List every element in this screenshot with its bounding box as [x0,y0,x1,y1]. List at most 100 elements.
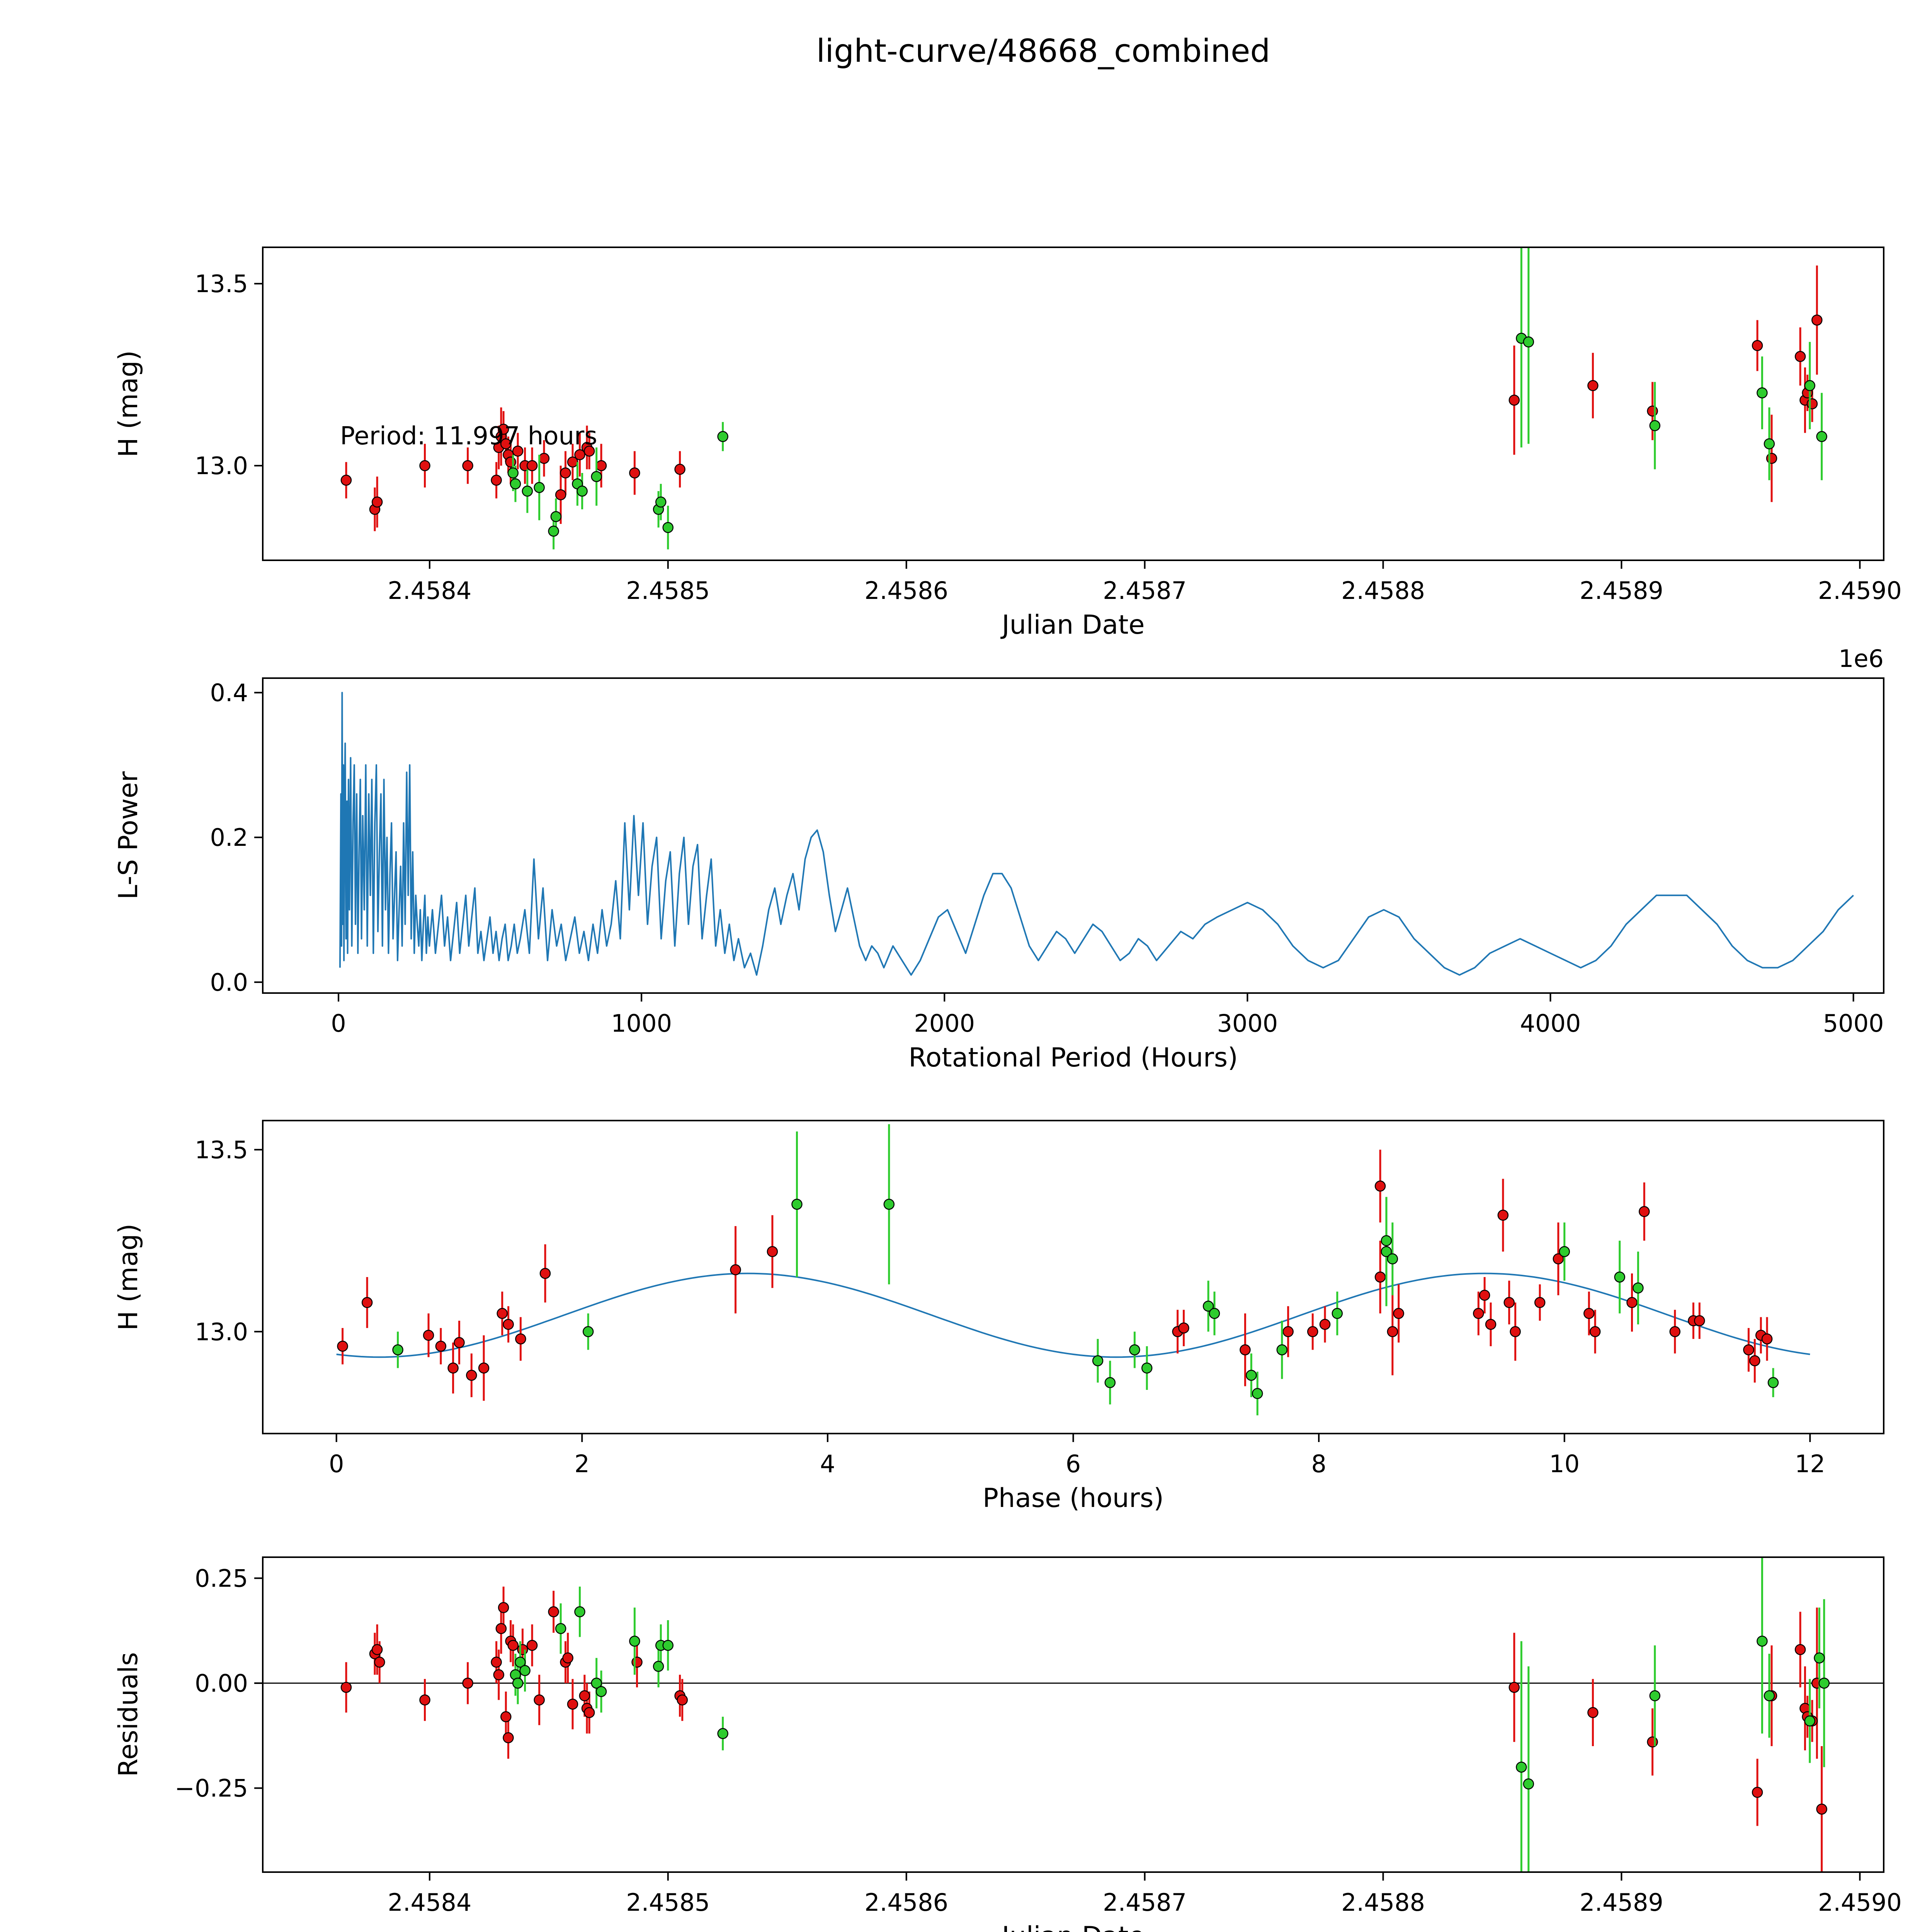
data-point [507,1639,519,1651]
data-point [1761,1333,1773,1345]
x-tick-label: 2.4586 [864,1888,948,1917]
data-point [582,1326,594,1337]
data-point [562,1652,573,1664]
y-tick-label: 13.5 [195,1136,248,1164]
data-point [1649,1690,1661,1701]
x-tick-label: 5000 [1823,1009,1884,1037]
series-green [392,1124,1779,1415]
x-tick-label: 6 [1066,1450,1081,1478]
x-tick-label: 2.4589 [1580,1888,1663,1917]
data-point [560,467,571,479]
data-point [579,1690,590,1701]
data-point [662,1639,673,1651]
data-point [662,522,673,533]
x-tick-label: 2.4585 [626,577,710,605]
data-point [361,1297,373,1308]
panel1-ylabel: H (mag) [113,350,144,457]
data-point [526,460,538,471]
data-point [655,497,667,508]
y-tick-label: 0.4 [210,679,248,707]
panel3-xlabel: Phase (hours) [983,1483,1164,1514]
data-point [1749,1355,1760,1366]
panel-3-phase-folded: 0 2 4 6 8 10 12 13.0 13.5 [195,1120,1884,1478]
data-point [574,449,585,461]
period-annotation: Period: 11.997 hours [340,422,597,451]
data-point [515,1656,526,1668]
y-tick-label: 13.5 [195,270,248,298]
data-point [1209,1308,1220,1319]
data-point [454,1337,465,1348]
data-point [791,1199,803,1210]
x-tick-label: 4 [820,1450,835,1478]
data-point [491,474,502,486]
data-point [1767,1377,1779,1388]
data-point [1485,1319,1497,1330]
data-point [522,485,533,497]
data-point [1516,1762,1527,1773]
x-tick-label: 2.4590 [1818,577,1902,605]
x-tick-label: 3000 [1217,1009,1278,1037]
data-point [1804,380,1816,391]
x-tick-label: 2.4590 [1818,1888,1902,1917]
data-point [447,1362,459,1374]
data-point [515,1333,526,1345]
axes-frame [262,247,1884,561]
data-point [503,1732,514,1743]
x-tick-label: 12 [1795,1450,1825,1478]
y-tick-label: 13.0 [195,452,248,480]
x-tick-label: 4000 [1520,1009,1581,1037]
data-point [519,1665,531,1676]
data-point [1509,1682,1520,1693]
data-point [1814,1652,1825,1664]
data-point [512,446,524,457]
data-point [1626,1297,1638,1308]
data-point [371,1644,383,1655]
panel4-xlabel: Julian Date [263,1921,1884,1932]
data-point [717,1728,728,1739]
data-point [595,1686,607,1697]
data-point [374,1656,385,1668]
data-point [493,1669,504,1680]
x-tick-label: 2.4585 [626,1888,710,1917]
data-point [1387,1253,1398,1265]
series-green [510,1557,1830,1872]
x-tick-label: 2000 [914,1009,975,1037]
x-tick-label: 2.4589 [1580,577,1663,605]
data-point [591,471,602,482]
data-point [631,1656,643,1668]
data-point [507,467,519,479]
data-point [1129,1344,1140,1355]
data-point [371,497,383,508]
data-point [534,482,545,493]
data-point [1794,1644,1806,1655]
data-point [435,1340,447,1352]
data-point [1757,1636,1768,1647]
y-tick-label: 0.25 [195,1564,248,1592]
data-point [653,1661,664,1672]
y-tick-label: −0.25 [175,1774,248,1803]
series-red [340,265,1823,531]
data-point [1393,1308,1404,1319]
data-point [1319,1319,1331,1330]
data-point [1757,387,1768,398]
panel-2-periodogram: 0 1000 2000 3000 4000 5000 0.0 0.2 0.4 [210,677,1884,1037]
data-point [462,460,473,471]
data-point [1510,1326,1521,1337]
data-point [500,1711,512,1723]
data-point [1752,340,1763,351]
data-point [1743,1344,1754,1355]
data-point [462,1677,473,1689]
data-point [629,1636,640,1647]
data-point [677,1694,688,1706]
data-point [1141,1362,1153,1374]
data-point [505,456,516,468]
data-point [1649,420,1661,431]
data-point [555,489,566,500]
data-point [491,1656,502,1668]
series-red [337,1150,1773,1401]
data-point [1766,453,1777,464]
data-point [717,431,728,442]
data-point [591,1677,602,1689]
data-point [567,1699,578,1710]
data-point [539,1268,551,1279]
